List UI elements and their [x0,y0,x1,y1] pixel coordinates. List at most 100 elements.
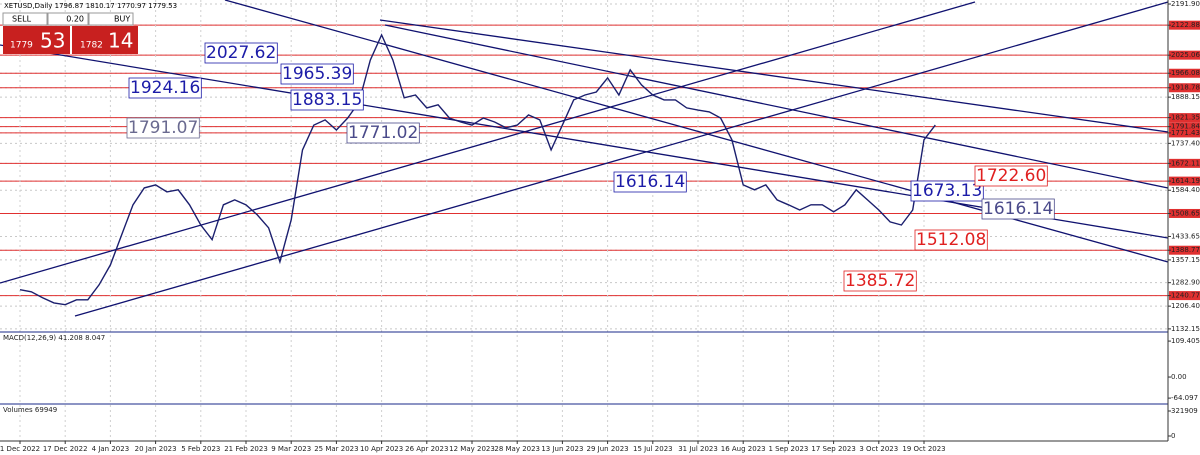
y-tick-label: 2191.90 [1171,0,1200,8]
level-label-bg [1169,83,1200,93]
x-tick-label: 3 Oct 2023 [859,445,898,453]
trendline [384,24,1169,189]
annotation: 2027.62 [206,43,276,63]
level-label-bg [1169,122,1200,132]
annotation-box [128,77,202,99]
buy-price-big: 1782 [80,41,103,51]
x-tick-label: 1 Sep 2023 [768,445,808,453]
x-tick-label: 26 Apr 2023 [405,445,448,453]
buy-button[interactable] [88,12,134,26]
trade-panel: SELL 0.20 BUY 1779 53 1782 14 [2,12,138,54]
level-label-bg [1169,68,1200,78]
y-tick-label: 1240.77 [1171,292,1200,300]
annotation: 1616.14 [615,172,685,192]
sell-price-small: 53 [40,29,65,53]
y-tick-label: 2122.88 [1171,21,1200,29]
macd-label: MACD(12,26,9) 41.208 8.047 [3,334,105,342]
annotation: 1673.13 [912,181,982,201]
sell-price-big: 1779 [10,41,33,51]
header: XETUSD,Daily 1796.87 1810.17 1770.97 177… [4,2,177,10]
volume-text: 0.20 [66,15,84,24]
annotation-box [843,270,917,292]
y-tick-label: 1821.35 [1171,114,1200,122]
y-tick-label: 1918.78 [1171,84,1200,92]
annotation: 1965.39 [282,64,352,84]
annotation-box [204,42,278,64]
x-tick-label: 28 May 2023 [494,445,540,453]
annotation: 1791.07 [128,118,198,138]
x-tick-label: 20 Jan 2023 [135,445,177,453]
buy-price-box[interactable] [72,26,138,54]
x-tick-label: 13 Jun 2023 [541,445,583,453]
level-label-bg [1169,291,1200,301]
trendline [74,1,1169,317]
y-tick-label: 1672.11 [1171,159,1200,167]
y-tick-label: 1771.43 [1171,129,1200,137]
y-tick-label: 1888.15 [1171,93,1200,101]
y-tick-label: 1433.65 [1171,232,1200,240]
sell-price-box[interactable] [3,26,70,54]
level-label-bg [1169,50,1200,60]
level-label-bg [1169,176,1200,186]
y-tick-label: 109.405 [1171,337,1200,345]
buy-price-small: 14 [108,29,133,53]
annotation: 1883.15 [292,90,362,110]
annotation-box [910,180,984,202]
x-tick-label: 25 Mar 2023 [314,445,358,453]
y-tick-label: 1508.65 [1171,209,1200,217]
sell-text: SELL [12,15,32,24]
trendline [0,1,976,284]
annotation: 1771.02 [348,123,418,143]
x-tick-label: 31 Jul 2023 [678,445,718,453]
y-tick-label: 1737.40 [1171,139,1200,147]
level-label-bg [1169,208,1200,218]
x-tick-label: 15 Jul 2023 [633,445,673,453]
y-tick-label: 1132.15 [1171,325,1200,333]
x-tick-label: 16 Aug 2023 [721,445,766,453]
y-tick-label: 1388.77 [1171,246,1200,254]
y-tick-label: 1357.15 [1171,256,1200,264]
y-tick-label: 1966.08 [1171,69,1200,77]
annotation: 1616.14 [983,199,1053,219]
x-tick-label: 17 Dec 2022 [43,445,88,453]
level-label-bg [1169,20,1200,30]
y-tick-label: 0.00 [1171,373,1187,381]
level-label-bg [1169,245,1200,255]
y-tick-label: 1791.84 [1171,123,1200,131]
annotation-box [290,89,364,111]
annotation: 1385.72 [845,271,915,291]
x-tick-label: 5 Feb 2023 [181,445,220,453]
annotation-box [613,171,687,193]
y-tick-label: 2025.06 [1171,51,1200,59]
buy-text: BUY [114,15,130,24]
annotation-box [981,198,1055,220]
x-tick-label: 29 Jun 2023 [587,445,629,453]
x-tick-label: 19 Oct 2023 [902,445,945,453]
annotation: 1924.16 [130,78,200,98]
trendline [0,44,1169,239]
y-tick-label: 1282.90 [1171,279,1200,287]
y-tick-label: 1206.40 [1171,302,1200,310]
annotation-box [914,229,988,251]
y-tick-label: 0 [1171,432,1175,440]
x-tick-label: 12 May 2023 [449,445,495,453]
annotation-box [126,117,200,139]
sell-button[interactable] [2,12,48,26]
x-tick-label: 17 Sep 2023 [811,445,855,453]
x-tick-label: 10 Apr 2023 [360,445,403,453]
y-tick-label: 1584.40 [1171,186,1200,194]
annotation-box [280,63,354,85]
level-label-bg [1169,113,1200,123]
volume-input[interactable] [47,12,89,26]
volume-label: Volumes 69949 [3,406,57,414]
y-tick-label: -64.097 [1171,394,1198,402]
annotation: 1512.08 [916,230,986,250]
annotation-box [974,165,1048,187]
annotation-box [346,122,420,144]
price-line [19,33,936,306]
x-tick-label: 9 Mar 2023 [271,445,311,453]
trendline [379,19,1169,133]
y-tick-label: 321909 [1171,407,1198,415]
level-label-bg [1169,128,1200,138]
